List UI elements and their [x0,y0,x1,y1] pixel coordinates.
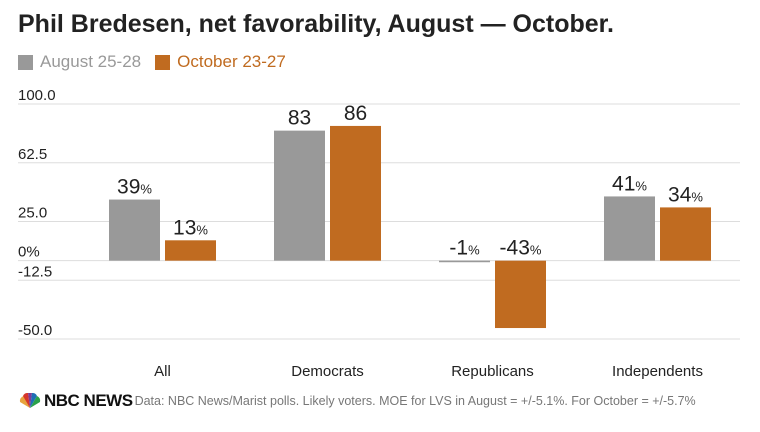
bar-august [109,199,160,261]
data-label: -1% [449,237,480,260]
data-label: -43% [500,237,542,260]
legend-label-october: October 23-27 [177,52,286,71]
y-tick-label: 25.0 [18,205,47,222]
bar-october [165,240,216,261]
x-tick-label: Independents [612,363,703,380]
data-label: 39% [117,176,152,199]
legend-item-october: October 23-27 [155,52,286,72]
bar-august [439,260,490,263]
data-label: 13% [173,216,208,239]
legend-swatch-october [155,54,171,70]
footer: NBC NEWS Data: NBC News/Marist polls. Li… [18,391,748,411]
x-tick-label: Republicans [451,363,534,380]
data-label: 34% [668,183,703,206]
legend-swatch-august [18,54,33,70]
legend: August 25-28 October 23-27 [18,52,300,72]
bar-october [660,207,711,261]
bar-august [274,130,325,261]
bar-august [604,196,655,261]
bar-october [495,260,546,329]
chart-title: Phil Bredesen, net favorability, August … [18,10,614,38]
legend-item-august: August 25-28 [18,52,141,72]
y-tick-label: -12.5 [18,263,52,280]
x-tick-label: Democrats [291,363,364,380]
data-label: 86 [344,102,367,125]
data-label: 83 [288,107,311,130]
legend-label-august: August 25-28 [40,52,142,71]
peacock-icon [19,393,41,408]
y-tick-label: 0% [18,244,40,261]
source-note: Data: NBC News/Marist polls. Likely vote… [134,394,696,408]
bar-october [330,125,381,261]
data-label: 41% [612,172,647,195]
y-tick-label: -50.0 [18,322,52,339]
x-tick-label: All [154,363,171,380]
nbc-logo: NBC NEWS [18,391,133,411]
nbc-logo-text: NBC NEWS [44,391,133,410]
y-tick-label: 100.0 [18,87,56,104]
y-tick-label: 62.5 [18,146,47,163]
